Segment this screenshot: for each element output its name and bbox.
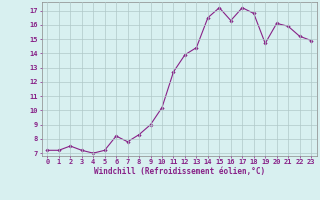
X-axis label: Windchill (Refroidissement éolien,°C): Windchill (Refroidissement éolien,°C) (94, 167, 265, 176)
